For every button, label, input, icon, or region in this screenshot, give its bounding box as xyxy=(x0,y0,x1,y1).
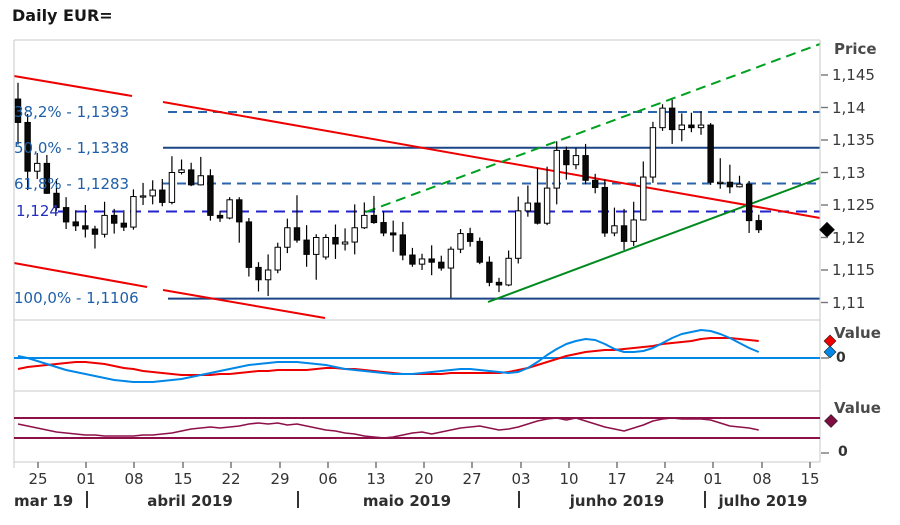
candle-body xyxy=(341,241,349,245)
candle-body xyxy=(53,192,60,209)
candle-body xyxy=(418,258,426,265)
candle-body xyxy=(264,269,272,281)
candle-body xyxy=(236,199,243,223)
candle-body xyxy=(226,199,233,219)
month-separator xyxy=(86,491,88,508)
candle-body xyxy=(717,181,724,184)
candle-body xyxy=(697,124,705,129)
rising-channel-top xyxy=(365,43,821,213)
candle-body xyxy=(543,187,551,224)
lower-support-a xyxy=(13,262,148,288)
rising-support xyxy=(487,177,821,303)
candle-body xyxy=(216,214,224,219)
candle-body xyxy=(101,214,108,235)
candle-body xyxy=(34,162,41,172)
candle-body xyxy=(457,233,464,250)
candle-body xyxy=(630,219,637,242)
candle-body xyxy=(389,232,397,236)
oscillator-red xyxy=(17,337,759,376)
candle-body xyxy=(572,155,580,166)
candle-body xyxy=(91,228,99,235)
candle-body xyxy=(726,181,734,188)
candle-body xyxy=(303,239,310,255)
candle-body xyxy=(322,237,330,258)
upper-resistance-b xyxy=(162,101,821,219)
candle-body xyxy=(534,202,541,224)
candle-body xyxy=(755,220,762,231)
candle-body xyxy=(640,176,647,221)
candle-body xyxy=(62,207,70,223)
candle-body xyxy=(168,172,176,203)
candle-body xyxy=(370,214,378,224)
candle-body xyxy=(284,227,291,248)
candle-body xyxy=(563,149,570,166)
candle-body xyxy=(620,225,628,242)
candle-body xyxy=(351,227,358,243)
candle-body xyxy=(255,266,262,281)
candle-body xyxy=(14,98,22,123)
candle-body xyxy=(187,169,195,186)
candle-body xyxy=(736,183,743,188)
candle-body xyxy=(707,124,714,183)
candle-body xyxy=(447,248,455,269)
candle-body xyxy=(668,107,676,131)
candle-body xyxy=(409,254,416,265)
candle-body xyxy=(649,127,657,178)
candle-body xyxy=(592,179,599,188)
candle-body xyxy=(361,214,368,229)
candle-body xyxy=(659,107,666,129)
candle-body xyxy=(428,258,435,263)
bottom-marker xyxy=(824,414,838,428)
candle-body xyxy=(274,246,281,271)
candle-body xyxy=(466,233,474,242)
candle-body xyxy=(82,225,89,230)
candle-body xyxy=(380,222,387,234)
middle-red-marker xyxy=(823,334,837,348)
last-price-marker xyxy=(819,221,835,238)
candle-body xyxy=(505,257,512,286)
middle-blue-marker xyxy=(823,345,837,359)
candle-body xyxy=(515,210,522,259)
candle-body xyxy=(120,222,128,228)
candle-body xyxy=(688,124,695,129)
candle-body xyxy=(72,221,79,227)
candle-body xyxy=(24,121,31,172)
candle-body xyxy=(399,234,407,256)
lower-support-b xyxy=(162,289,326,319)
candle-body xyxy=(678,124,685,131)
candle-body xyxy=(130,196,137,228)
candle-body xyxy=(438,261,445,269)
candle-body xyxy=(601,186,609,234)
candle-body xyxy=(111,214,118,224)
candle-body xyxy=(207,175,214,216)
candle-body xyxy=(745,183,753,222)
candle-body xyxy=(495,281,503,286)
month-separator xyxy=(297,491,299,508)
candle-body xyxy=(582,155,589,181)
candle-body xyxy=(486,261,493,283)
candle-body xyxy=(476,240,483,263)
candle-body xyxy=(313,237,320,255)
oscillator-blue xyxy=(17,329,760,383)
candle-body xyxy=(159,189,166,203)
candle-body xyxy=(178,169,185,173)
month-separator xyxy=(704,491,706,508)
candle-body xyxy=(524,202,532,212)
candle-body xyxy=(197,175,204,186)
bottom-oscillator-line xyxy=(17,417,759,439)
candle-body xyxy=(553,149,560,189)
month-separator xyxy=(518,491,520,508)
candle-body xyxy=(149,189,156,197)
candle-body xyxy=(332,237,339,245)
candle-body xyxy=(245,221,253,268)
candle-body xyxy=(611,225,618,234)
candle-body xyxy=(293,227,301,241)
candle-body xyxy=(43,162,51,194)
upper-resistance-a xyxy=(13,75,133,97)
candle-body xyxy=(139,195,147,198)
